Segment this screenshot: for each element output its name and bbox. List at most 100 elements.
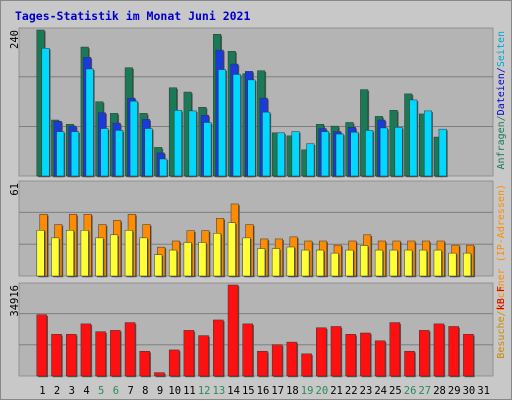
bar-bottom-kb-16 [257, 350, 268, 377]
day-label-21: 21 [330, 385, 343, 397]
bar-mid-besuche-6 [110, 234, 119, 277]
day-label-7: 7 [127, 385, 133, 397]
bar-bottom-kb-28 [433, 323, 445, 377]
bar-mid-besuche-13 [213, 233, 222, 277]
bar-mid-besuche-10 [168, 249, 177, 277]
bar-top-seiten-12 [203, 122, 212, 177]
right-axis-label-middle-part-0: Besuche [496, 316, 507, 358]
bar-bottom-kb-27 [419, 330, 430, 377]
bar-bottom-kb-19 [301, 353, 312, 377]
day-label-15: 15 [242, 385, 255, 397]
bar-bottom-kb-2 [51, 334, 62, 377]
bar-mid-besuche-29 [448, 252, 457, 277]
day-label-8: 8 [142, 385, 148, 397]
bar-mid-besuche-25 [389, 249, 398, 277]
bar-mid-besuche-15 [242, 237, 251, 277]
bar-mid-besuche-22 [345, 249, 354, 277]
right-axis-label-top-part-4: Seiten [496, 31, 507, 67]
day-label-4: 4 [83, 385, 89, 397]
day-label-3: 3 [69, 385, 75, 397]
bar-top-seiten-26 [409, 99, 418, 177]
day-label-10: 10 [168, 385, 181, 397]
bar-bottom-kb-12 [198, 335, 209, 377]
y-max-label-top: 240 [9, 30, 21, 49]
bar-top-seiten-11 [188, 110, 197, 177]
bar-top-seiten-20 [321, 131, 330, 177]
bar-bottom-kb-30 [463, 334, 474, 377]
y-max-label-middle: 61 [9, 183, 21, 196]
bar-top-seiten-24 [379, 127, 388, 177]
bar-mid-besuche-14 [227, 222, 236, 277]
bar-bottom-kb-14 [227, 284, 239, 377]
day-label-18: 18 [286, 385, 299, 397]
day-label-5: 5 [98, 385, 104, 397]
bar-top-seiten-4 [85, 68, 94, 177]
bar-bottom-kb-10 [168, 349, 180, 377]
chart-panels: 2406134916Anfragen/Dateien/SeitenBesuche… [9, 27, 507, 397]
right-axis-label-bottom: kB F [496, 286, 507, 310]
bar-bottom-kb-6 [110, 330, 121, 377]
right-axis-label-top-part-2: Dateien [496, 73, 507, 115]
bar-top-seiten-23 [365, 130, 374, 177]
bar-bottom-kb-5 [95, 331, 106, 377]
bar-top-seiten-7 [129, 100, 138, 177]
day-label-13: 13 [213, 385, 226, 397]
bar-top-seiten-17 [276, 132, 285, 177]
day-label-23: 23 [360, 385, 373, 397]
right-axis-label-middle-part-1: / [496, 310, 507, 316]
bar-mid-besuche-3 [65, 230, 74, 277]
bar-mid-besuche-23 [360, 245, 369, 277]
bar-bottom-kb-26 [404, 350, 415, 377]
bar-top-seiten-27 [424, 110, 433, 177]
day-label-20: 20 [316, 385, 329, 397]
day-label-12: 12 [198, 385, 211, 397]
right-axis-label-middle: Besuche/Rechner (IP-Adressen) [496, 184, 507, 359]
bar-bottom-kb-23 [360, 332, 371, 377]
chart-title: Tages-Statistik im Monat Juni 2021 [15, 9, 250, 23]
y-max-label-bottom: 34916 [9, 285, 21, 317]
day-label-9: 9 [157, 385, 163, 397]
day-label-27: 27 [418, 385, 431, 397]
day-label-17: 17 [271, 385, 284, 397]
bar-top-seiten-8 [144, 128, 153, 177]
bar-mid-besuche-24 [374, 249, 383, 277]
bar-mid-besuche-20 [316, 249, 325, 277]
bar-top-seiten-28 [438, 128, 447, 177]
bar-top-seiten-15 [247, 79, 256, 177]
bar-mid-besuche-27 [419, 249, 428, 277]
bar-top-seiten-21 [335, 133, 344, 177]
right-axis-label-top-part-0: Anfragen [496, 121, 507, 169]
bar-mid-besuche-28 [433, 249, 442, 277]
bar-bottom-kb-1 [36, 314, 48, 377]
bar-bottom-kb-13 [213, 319, 224, 377]
right-axis-label-top-part-1: / [496, 115, 507, 121]
bar-mid-besuche-21 [330, 252, 339, 277]
day-label-24: 24 [374, 385, 387, 397]
day-label-16: 16 [257, 385, 270, 397]
day-label-1: 1 [39, 385, 45, 397]
bar-mid-besuche-4 [80, 230, 89, 277]
day-label-30: 30 [463, 385, 476, 397]
bar-bottom-kb-17 [271, 344, 283, 377]
bar-mid-besuche-12 [198, 242, 207, 277]
day-label-19: 19 [301, 385, 314, 397]
bar-top-seiten-2 [56, 131, 65, 177]
bar-top-seiten-10 [173, 110, 182, 177]
bar-top-seiten-9 [159, 158, 168, 177]
bar-bottom-kb-22 [345, 334, 356, 377]
bar-bottom-kb-3 [65, 334, 77, 377]
bar-bottom-kb-8 [139, 350, 151, 377]
day-label-25: 25 [389, 385, 402, 397]
bar-bottom-kb-9 [154, 372, 165, 377]
day-label-31: 31 [477, 385, 490, 397]
bar-bottom-kb-21 [330, 326, 342, 377]
bar-bottom-kb-25 [389, 322, 401, 377]
day-label-22: 22 [345, 385, 358, 397]
bar-top-seiten-6 [115, 130, 124, 177]
bar-mid-besuche-7 [124, 230, 133, 277]
day-label-14: 14 [227, 385, 240, 397]
bar-bottom-kb-29 [448, 326, 459, 377]
bar-mid-besuche-2 [51, 237, 60, 277]
bar-bottom-kb-11 [183, 330, 195, 377]
